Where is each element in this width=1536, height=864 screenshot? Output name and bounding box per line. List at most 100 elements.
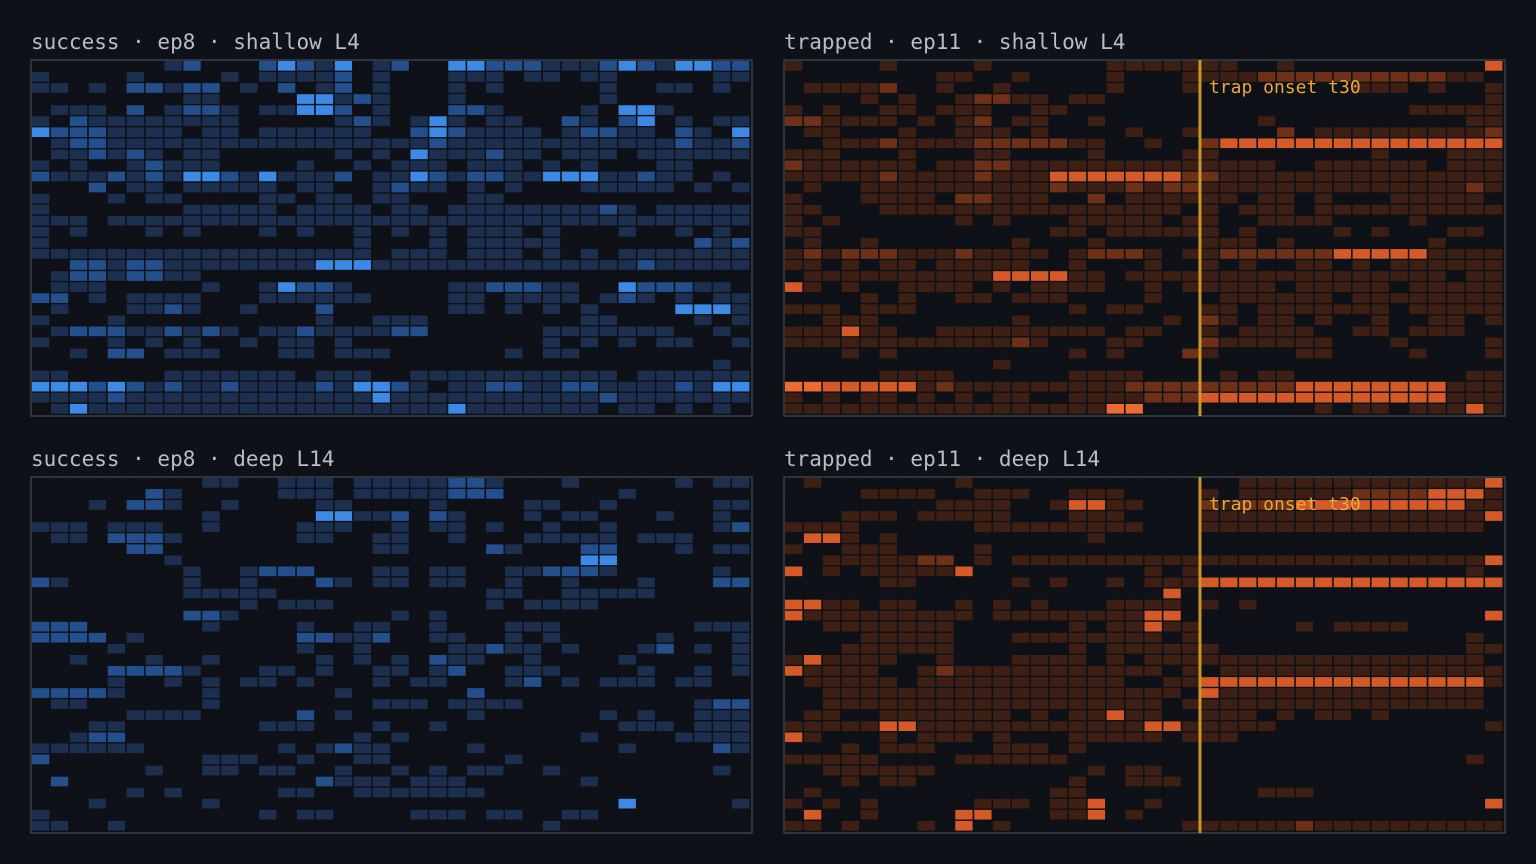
heat-cell [803,403,822,414]
heat-cell [202,105,220,115]
heat-cell [1163,820,1181,831]
heat-cell [1012,61,1030,71]
heat-cell [732,116,750,126]
heat-cell [183,249,201,259]
heat-cell [183,533,201,543]
heat-cell [202,83,220,93]
heat-cell [334,787,353,798]
heat-cell [1144,326,1162,337]
heat-cell [898,710,916,720]
heat-cell [656,359,674,370]
heat-cell [334,776,353,787]
heat-cell [1125,337,1143,348]
heat-cell [1371,315,1389,326]
heat-cell [785,293,803,303]
heat-cell [126,61,144,71]
heat-cell [1068,820,1087,831]
heat-cell [675,215,693,226]
heat-cell [88,260,107,270]
heat-cell [1428,489,1446,499]
heat-cell [1201,315,1219,326]
heat-cell [936,94,954,104]
heat-cell [88,271,107,281]
heat-cell [1428,381,1446,392]
heat-cell [732,798,750,809]
heat-cell [1466,511,1484,521]
heat-cell [785,271,803,281]
heat-cell [1012,127,1030,138]
heat-cell [694,260,712,270]
heat-cell [240,149,258,160]
heat-cell [841,544,860,555]
heat-cell [1276,370,1295,381]
heat-cell [1409,271,1427,281]
heat-cell [1295,127,1314,138]
heat-cell [1409,798,1427,809]
heat-cell [1182,743,1200,754]
heat-cell [88,621,107,632]
heat-cell [1068,743,1087,754]
heat-cell [523,171,542,182]
heat-cell [803,544,822,555]
heat-cell [713,193,731,204]
heat-cell [1390,193,1408,204]
heat-cell [1087,238,1106,248]
heat-cell [372,83,390,93]
heat-cell [334,116,353,126]
heat-cell [1220,798,1238,809]
heat-cell [785,478,803,488]
heat-cell [1087,116,1106,126]
heat-cell [486,677,504,687]
heat-cell [221,370,239,381]
heat-cell [803,348,822,359]
heat-cell [732,348,750,359]
heat-cell [1068,171,1087,182]
heat-cell [1087,271,1106,281]
heat-cell [486,127,504,138]
heat-cell [561,544,580,555]
heat-cell [88,632,107,643]
heat-cell [1012,171,1030,182]
heat-cell [32,489,50,499]
heat-cell [1371,182,1389,193]
heat-cell [107,610,125,621]
heat-cell [50,555,69,566]
heat-cell [523,544,542,555]
heat-cell [410,743,428,754]
heat-cell [618,511,636,521]
heat-cell [898,193,916,204]
heat-cell [410,293,428,303]
heat-cell [1068,599,1087,610]
heat-cell [240,721,258,732]
heat-cell [1125,226,1143,237]
heat-cell [1428,249,1446,259]
heat-cell [1258,489,1276,499]
heat-cell [221,599,239,610]
heat-cell [391,160,409,171]
heat-cell [391,293,409,303]
heat-cell [1087,193,1106,204]
heat-cell [879,226,897,237]
heat-cell [561,160,580,171]
heat-cell [542,392,561,403]
heat-cell [1466,193,1484,204]
heat-cell [713,787,731,798]
heat-cell [1276,127,1295,138]
heat-cell [486,215,504,226]
heat-cell [993,359,1011,370]
heat-cell [1314,787,1333,798]
heat-cell [694,182,712,193]
heat-cell [974,226,992,237]
heat-cell [993,392,1011,403]
heat-cell [675,765,693,776]
heat-cell [372,72,390,82]
heat-cell [259,699,277,709]
heat-cell [1352,710,1370,720]
heat-cell [145,577,163,588]
heat-cell [1466,260,1484,270]
heat-cell [259,381,277,392]
heat-cell [202,149,220,160]
heat-cell [656,533,674,543]
heat-cell [164,83,182,93]
